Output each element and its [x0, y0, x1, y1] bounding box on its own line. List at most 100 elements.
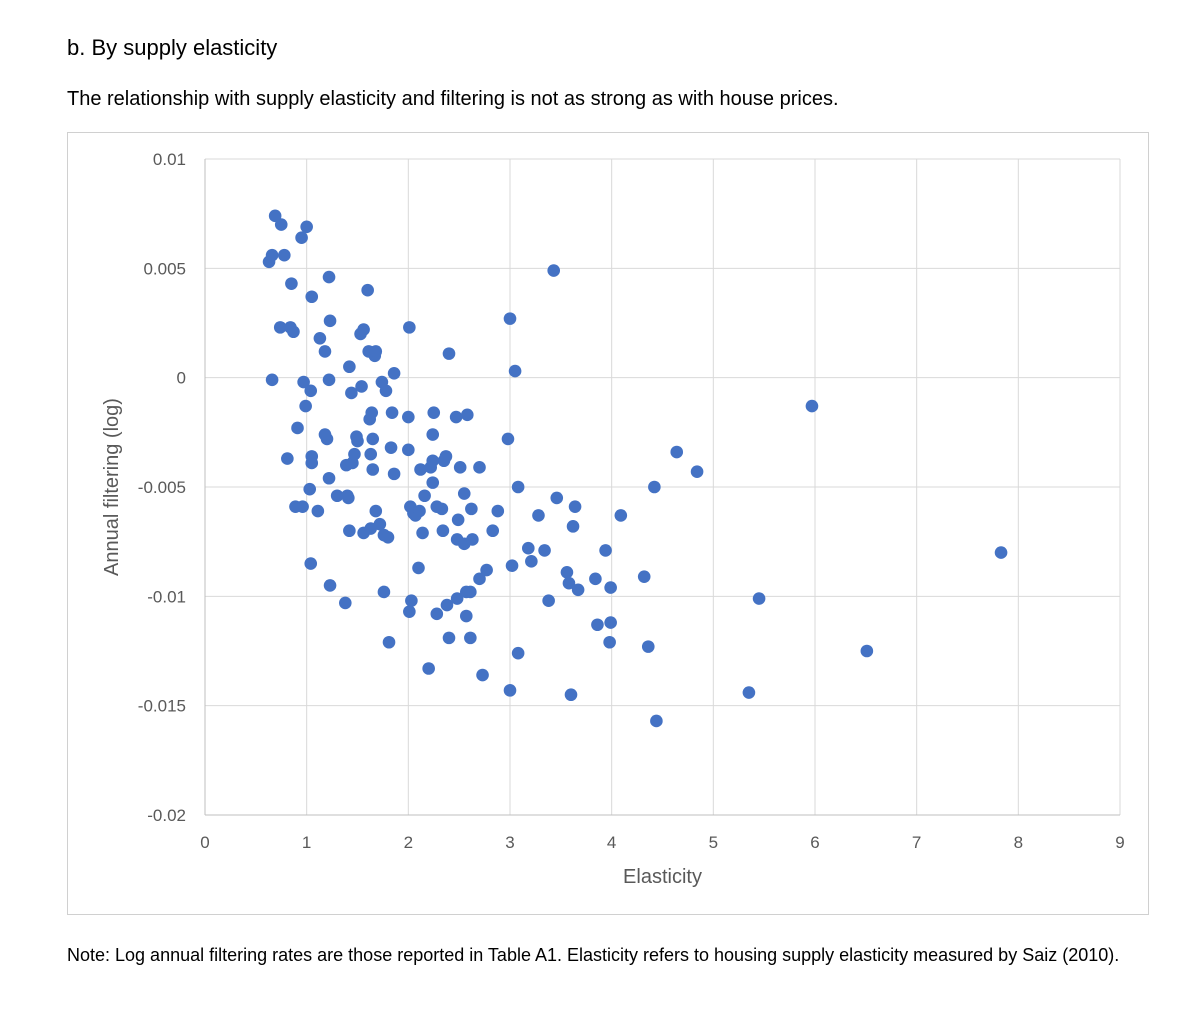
data-point	[322, 373, 336, 387]
data-point	[453, 461, 467, 474]
data-point	[405, 594, 418, 608]
data-point	[363, 412, 377, 426]
data-point	[670, 445, 684, 459]
data-point	[648, 480, 661, 494]
scatter-chart: 0 1 2 3 4 5 6 7 8 9 0.01 0.005 0 -0.005 -0.01 -0.015 -0…	[101, 150, 1125, 888]
data-point	[278, 248, 291, 262]
data-point	[369, 504, 383, 518]
data-point	[473, 461, 486, 474]
data-point	[320, 432, 334, 446]
x-tick-label: 0	[200, 833, 209, 852]
data-point	[323, 314, 337, 328]
data-point	[449, 410, 463, 424]
data-point	[303, 482, 317, 496]
y-axis-title: Annual filtering (log)	[101, 398, 123, 576]
data-point	[295, 231, 308, 245]
data-point	[690, 465, 704, 478]
data-point	[427, 406, 441, 419]
data-points	[262, 209, 1008, 728]
data-point	[339, 596, 352, 610]
y-tick-label: 0	[177, 369, 186, 388]
x-tick-label: 5	[709, 833, 718, 852]
data-point	[416, 526, 429, 540]
data-point	[994, 546, 1008, 559]
data-point	[742, 686, 756, 699]
data-point	[442, 347, 456, 360]
data-point	[860, 644, 874, 658]
data-point	[345, 386, 358, 400]
data-point	[426, 476, 440, 489]
data-point	[323, 579, 337, 592]
data-point	[476, 668, 489, 682]
data-point	[511, 480, 525, 494]
x-tick-label: 4	[607, 833, 616, 852]
data-point	[511, 646, 525, 660]
data-point	[480, 563, 493, 577]
data-point	[486, 524, 500, 538]
data-point	[571, 583, 585, 597]
data-point	[384, 441, 398, 454]
data-point	[296, 500, 309, 513]
x-tick-label: 8	[1014, 833, 1023, 852]
data-point	[604, 616, 617, 629]
data-point	[426, 428, 440, 441]
data-point	[297, 375, 310, 389]
data-point	[538, 544, 551, 557]
data-point	[382, 635, 396, 649]
data-point	[547, 264, 561, 277]
x-tick-label: 3	[505, 833, 514, 852]
data-point	[436, 524, 450, 538]
data-point	[491, 504, 505, 518]
x-tick-label: 7	[912, 833, 921, 852]
data-point	[402, 443, 415, 457]
axes	[204, 159, 1120, 816]
data-point	[418, 489, 431, 503]
data-point	[379, 384, 393, 398]
data-point	[287, 325, 300, 339]
data-point	[348, 447, 361, 461]
data-point	[614, 509, 628, 522]
data-point	[542, 594, 555, 608]
y-tick-label: 0.01	[153, 150, 186, 169]
data-point	[465, 502, 478, 516]
data-point	[412, 561, 425, 575]
data-point	[304, 557, 318, 570]
data-point	[459, 609, 473, 623]
data-point	[268, 209, 282, 223]
data-point	[439, 450, 453, 463]
data-point	[373, 517, 387, 531]
x-axis-title: Elasticity	[623, 866, 702, 888]
data-point	[414, 463, 427, 476]
data-point	[291, 421, 304, 435]
data-point	[299, 399, 312, 413]
data-point	[304, 384, 318, 398]
data-point	[285, 277, 298, 290]
data-point	[422, 662, 435, 675]
data-point	[501, 432, 515, 446]
data-point	[366, 432, 380, 446]
data-point	[568, 500, 582, 513]
x-tick-label: 9	[1115, 833, 1124, 852]
data-point	[313, 332, 327, 345]
data-point	[387, 467, 401, 481]
y-tick-labels: 0.01 0.005 0 -0.005 -0.01 -0.015 -0.02	[138, 150, 186, 825]
data-point	[451, 513, 465, 527]
data-point	[442, 631, 456, 645]
data-point	[450, 592, 464, 605]
data-point	[591, 618, 604, 632]
data-point	[589, 572, 602, 586]
data-point	[505, 559, 519, 573]
data-point	[430, 607, 444, 621]
y-tick-label: 0.005	[143, 259, 186, 278]
data-point	[464, 631, 477, 645]
data-point	[300, 220, 313, 234]
data-point	[342, 491, 355, 505]
data-point	[281, 452, 294, 465]
y-tick-label: -0.02	[147, 806, 186, 825]
data-point	[503, 684, 517, 697]
data-point	[560, 565, 574, 579]
data-point	[355, 380, 368, 393]
data-point	[377, 585, 391, 599]
data-point	[603, 635, 616, 649]
chart-frame: 0 1 2 3 4 5 6 7 8 9 0.01 0.005 0 -0.005 -0.01 -0.015 -0…	[67, 132, 1149, 915]
